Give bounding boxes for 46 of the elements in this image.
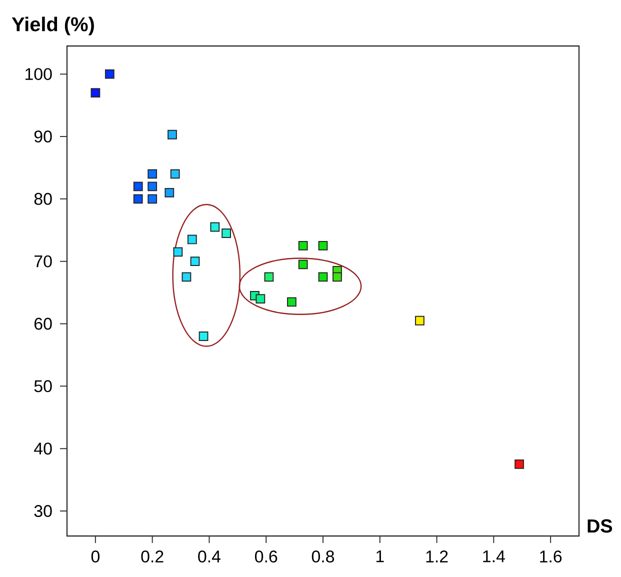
y-tick-label: 80: [34, 192, 52, 205]
x-tick-label: 1.2: [426, 550, 448, 562]
y-tick-label: 30: [34, 505, 52, 518]
point: [148, 182, 158, 192]
point: [256, 294, 266, 304]
point: [332, 272, 342, 282]
point: [210, 222, 220, 232]
x-tick-label: 1.4: [483, 550, 505, 562]
x-axis-title: DS: [588, 519, 612, 533]
point: [173, 247, 183, 257]
point: [168, 130, 177, 140]
x-tick-label: 1.6: [540, 550, 562, 563]
y-tick-label: 50: [34, 380, 52, 392]
x-tick-label: 0.6: [255, 550, 278, 563]
point: [170, 169, 180, 179]
x-tick-label: 1: [376, 550, 384, 562]
y-tick-label: 90: [34, 130, 52, 142]
x-tick-label: 0.8: [312, 550, 334, 563]
point: [415, 316, 424, 326]
point: [318, 272, 328, 282]
point: [164, 188, 174, 198]
point: [148, 194, 158, 204]
point: [264, 272, 274, 282]
point: [90, 88, 100, 98]
y-tick-label: 60: [34, 318, 52, 330]
y-tick-label: 40: [34, 442, 52, 455]
point: [287, 297, 296, 307]
point: [182, 272, 192, 282]
point: [298, 241, 308, 250]
y-tick-label: 70: [34, 255, 52, 268]
point: [133, 182, 143, 192]
point: [198, 332, 208, 341]
point: [190, 256, 200, 266]
x-tick-label: 0: [91, 550, 100, 563]
point: [104, 69, 114, 79]
x-tick-label: 0.2: [141, 550, 164, 563]
y-axis-title: Yield (%): [12, 16, 94, 36]
point: [298, 260, 308, 270]
point: [148, 169, 158, 179]
point: [133, 194, 143, 204]
point: [187, 234, 197, 244]
x-tick-label: 0.4: [198, 550, 221, 563]
point: [222, 228, 231, 238]
point: [318, 241, 328, 250]
y-tick-label: 100: [26, 68, 52, 80]
point: [514, 460, 524, 469]
